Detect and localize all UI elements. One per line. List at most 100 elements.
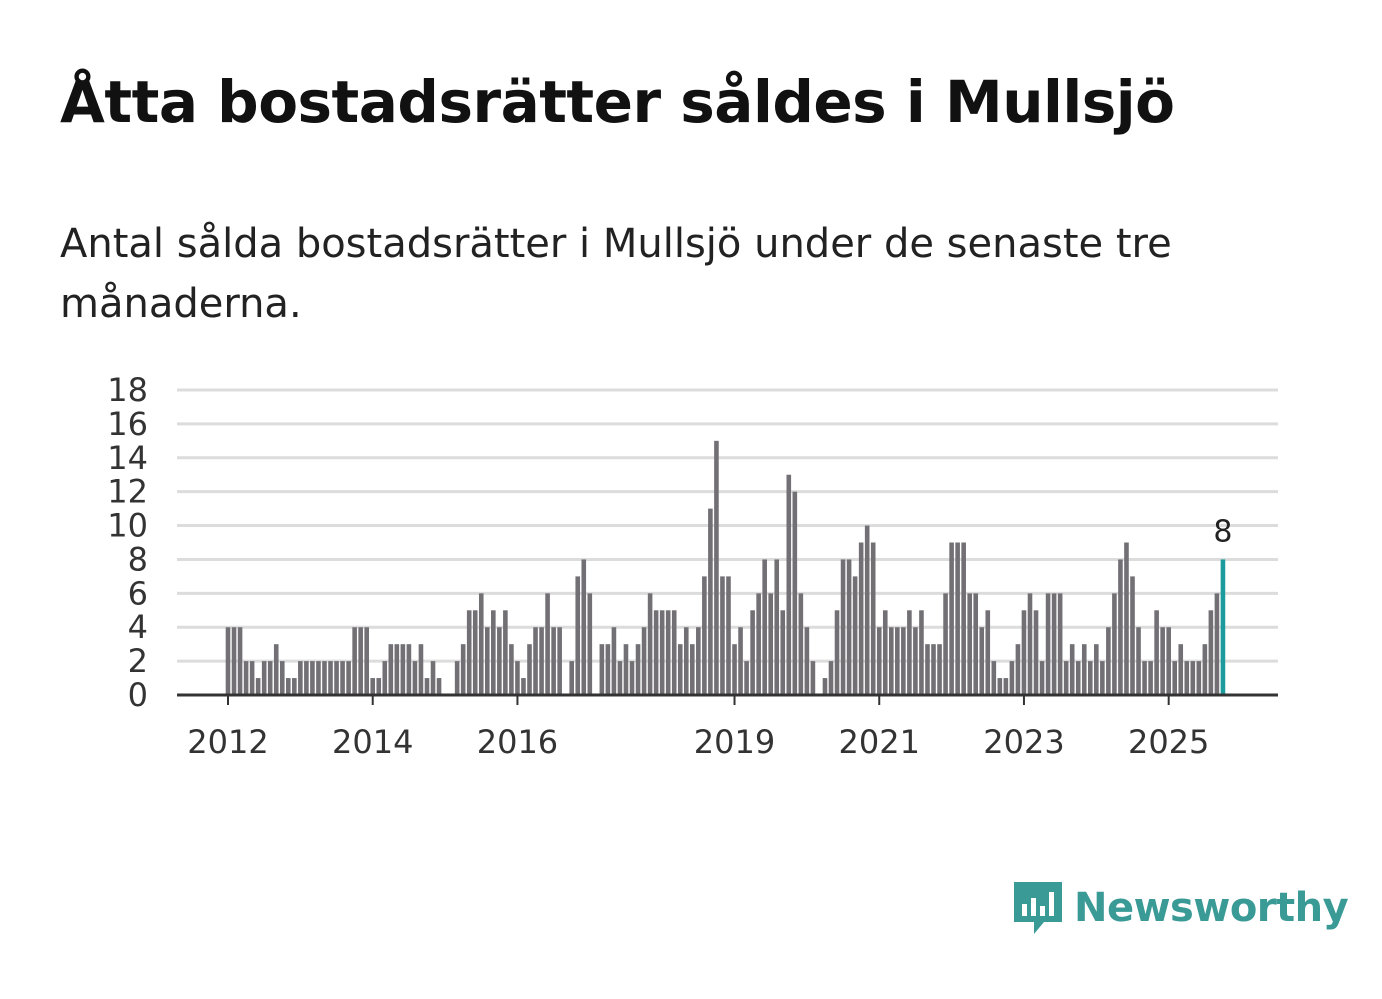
bar — [683, 627, 689, 695]
bar — [690, 644, 695, 695]
bar — [557, 627, 562, 695]
bar — [943, 593, 948, 695]
bar — [1154, 610, 1159, 695]
bar — [231, 627, 237, 695]
bar — [647, 593, 653, 695]
bar — [659, 610, 665, 695]
bar — [768, 593, 773, 695]
bar — [762, 559, 767, 695]
bar — [919, 610, 924, 695]
bar — [605, 644, 611, 695]
bar — [708, 508, 713, 695]
bar — [376, 678, 382, 695]
bar — [1136, 627, 1141, 695]
bar — [913, 627, 918, 695]
bar — [454, 661, 460, 695]
x-tick-label: 2012 — [187, 723, 268, 761]
bar — [1178, 644, 1184, 695]
x-tick-label: 2025 — [1128, 723, 1209, 761]
bar — [436, 678, 442, 695]
y-tick-label: 4 — [128, 608, 148, 646]
bar — [599, 644, 605, 695]
bar — [780, 610, 786, 695]
bar — [635, 644, 641, 695]
bar — [822, 678, 828, 695]
bar — [382, 661, 388, 695]
bar — [587, 593, 593, 695]
bar — [1087, 661, 1093, 695]
bar — [406, 644, 412, 695]
bar — [967, 593, 972, 695]
x-tick-label: 2019 — [694, 723, 775, 761]
bar — [665, 610, 671, 695]
bar — [1112, 593, 1117, 695]
bar — [671, 610, 677, 695]
bar — [882, 610, 888, 695]
x-axis-ticks: 2012 2014 2016 2019 2021 2023 2025 — [187, 695, 1209, 761]
bar — [852, 576, 858, 695]
bar — [810, 661, 816, 695]
bar — [677, 644, 683, 695]
bar — [774, 559, 780, 695]
bar — [997, 678, 1003, 695]
bar — [358, 627, 363, 695]
bar — [696, 627, 701, 695]
bar — [991, 661, 997, 695]
bars — [225, 440, 1226, 695]
y-tick-label: 0 — [128, 676, 148, 714]
bar — [726, 576, 731, 695]
bar — [1190, 661, 1196, 695]
y-tick-label: 10 — [107, 507, 148, 545]
bar — [1142, 661, 1147, 695]
bar — [533, 627, 538, 695]
bar — [243, 661, 249, 695]
bar — [828, 661, 834, 695]
chart-subtitle: Antal sålda bostadsrätter i Mullsjö unde… — [60, 221, 1172, 327]
bar — [545, 593, 550, 695]
y-tick-label: 8 — [128, 540, 148, 578]
bar — [1009, 661, 1015, 695]
bar — [575, 576, 581, 695]
bar — [1202, 644, 1208, 695]
bar — [1172, 661, 1178, 695]
bar — [1039, 661, 1045, 695]
bar — [340, 661, 345, 695]
bar — [539, 627, 544, 695]
bar — [804, 627, 810, 695]
bar — [394, 644, 400, 695]
bar — [985, 610, 991, 695]
bar — [792, 491, 798, 695]
x-tick-label: 2014 — [332, 723, 413, 761]
bar — [858, 542, 864, 695]
bar — [870, 542, 876, 695]
bar — [1015, 644, 1021, 695]
bar — [370, 678, 376, 695]
bar — [1166, 627, 1171, 695]
x-tick-label: 2021 — [839, 723, 920, 761]
bar — [316, 661, 321, 695]
bar — [527, 644, 532, 695]
y-tick-label: 16 — [107, 405, 148, 443]
bar — [629, 661, 635, 695]
y-tick-label: 12 — [107, 473, 148, 511]
bar — [955, 542, 960, 695]
bar — [304, 661, 309, 695]
y-tick-label: 14 — [107, 439, 148, 477]
bar — [756, 593, 761, 695]
bar — [846, 559, 852, 695]
x-tick-label: 2023 — [983, 723, 1064, 761]
bar — [460, 644, 466, 695]
chart-title: Åtta bostadsrätter såldes i Mullsjö — [60, 68, 1175, 136]
bar — [876, 627, 882, 695]
bar — [515, 661, 520, 695]
bar — [484, 627, 490, 695]
bar — [973, 593, 979, 695]
bar — [412, 661, 418, 695]
bar — [328, 661, 333, 695]
newsworthy-logo-icon — [1014, 882, 1062, 934]
bar — [1003, 678, 1009, 695]
bar — [298, 661, 303, 695]
bar — [1051, 593, 1057, 695]
